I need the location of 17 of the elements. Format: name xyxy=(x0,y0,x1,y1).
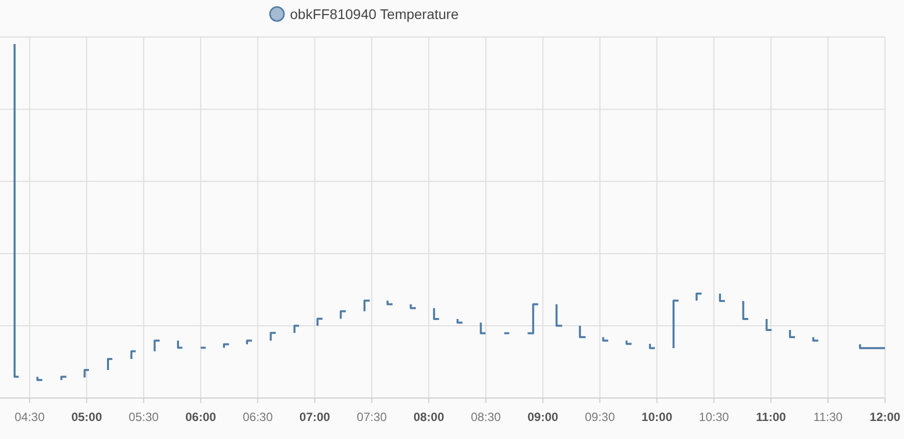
x-tick-label: 07:30 xyxy=(356,410,388,424)
x-tick-label: 08:30 xyxy=(470,410,502,424)
x-tick-label: 12:00 xyxy=(870,410,901,424)
x-tick-label: 06:30 xyxy=(242,410,274,424)
x-tick-label: 05:30 xyxy=(128,410,160,424)
legend-label: obkFF810940 Temperature xyxy=(290,6,459,22)
x-tick-label: 06:00 xyxy=(185,410,216,424)
x-tick-label: 11:00 xyxy=(756,410,786,424)
x-tick-label: 05:00 xyxy=(71,410,102,424)
x-tick-label: 10:30 xyxy=(698,410,730,424)
x-tick-label: 11:30 xyxy=(813,410,843,424)
x-tick-label: 10:00 xyxy=(642,410,673,424)
x-tick-label: 09:00 xyxy=(528,410,559,424)
x-tick-label: 09:30 xyxy=(584,410,616,424)
x-tick-label: 04:30 xyxy=(14,410,45,424)
x-tick-label: 08:00 xyxy=(413,410,444,424)
x-tick-label: 07:00 xyxy=(299,410,330,424)
